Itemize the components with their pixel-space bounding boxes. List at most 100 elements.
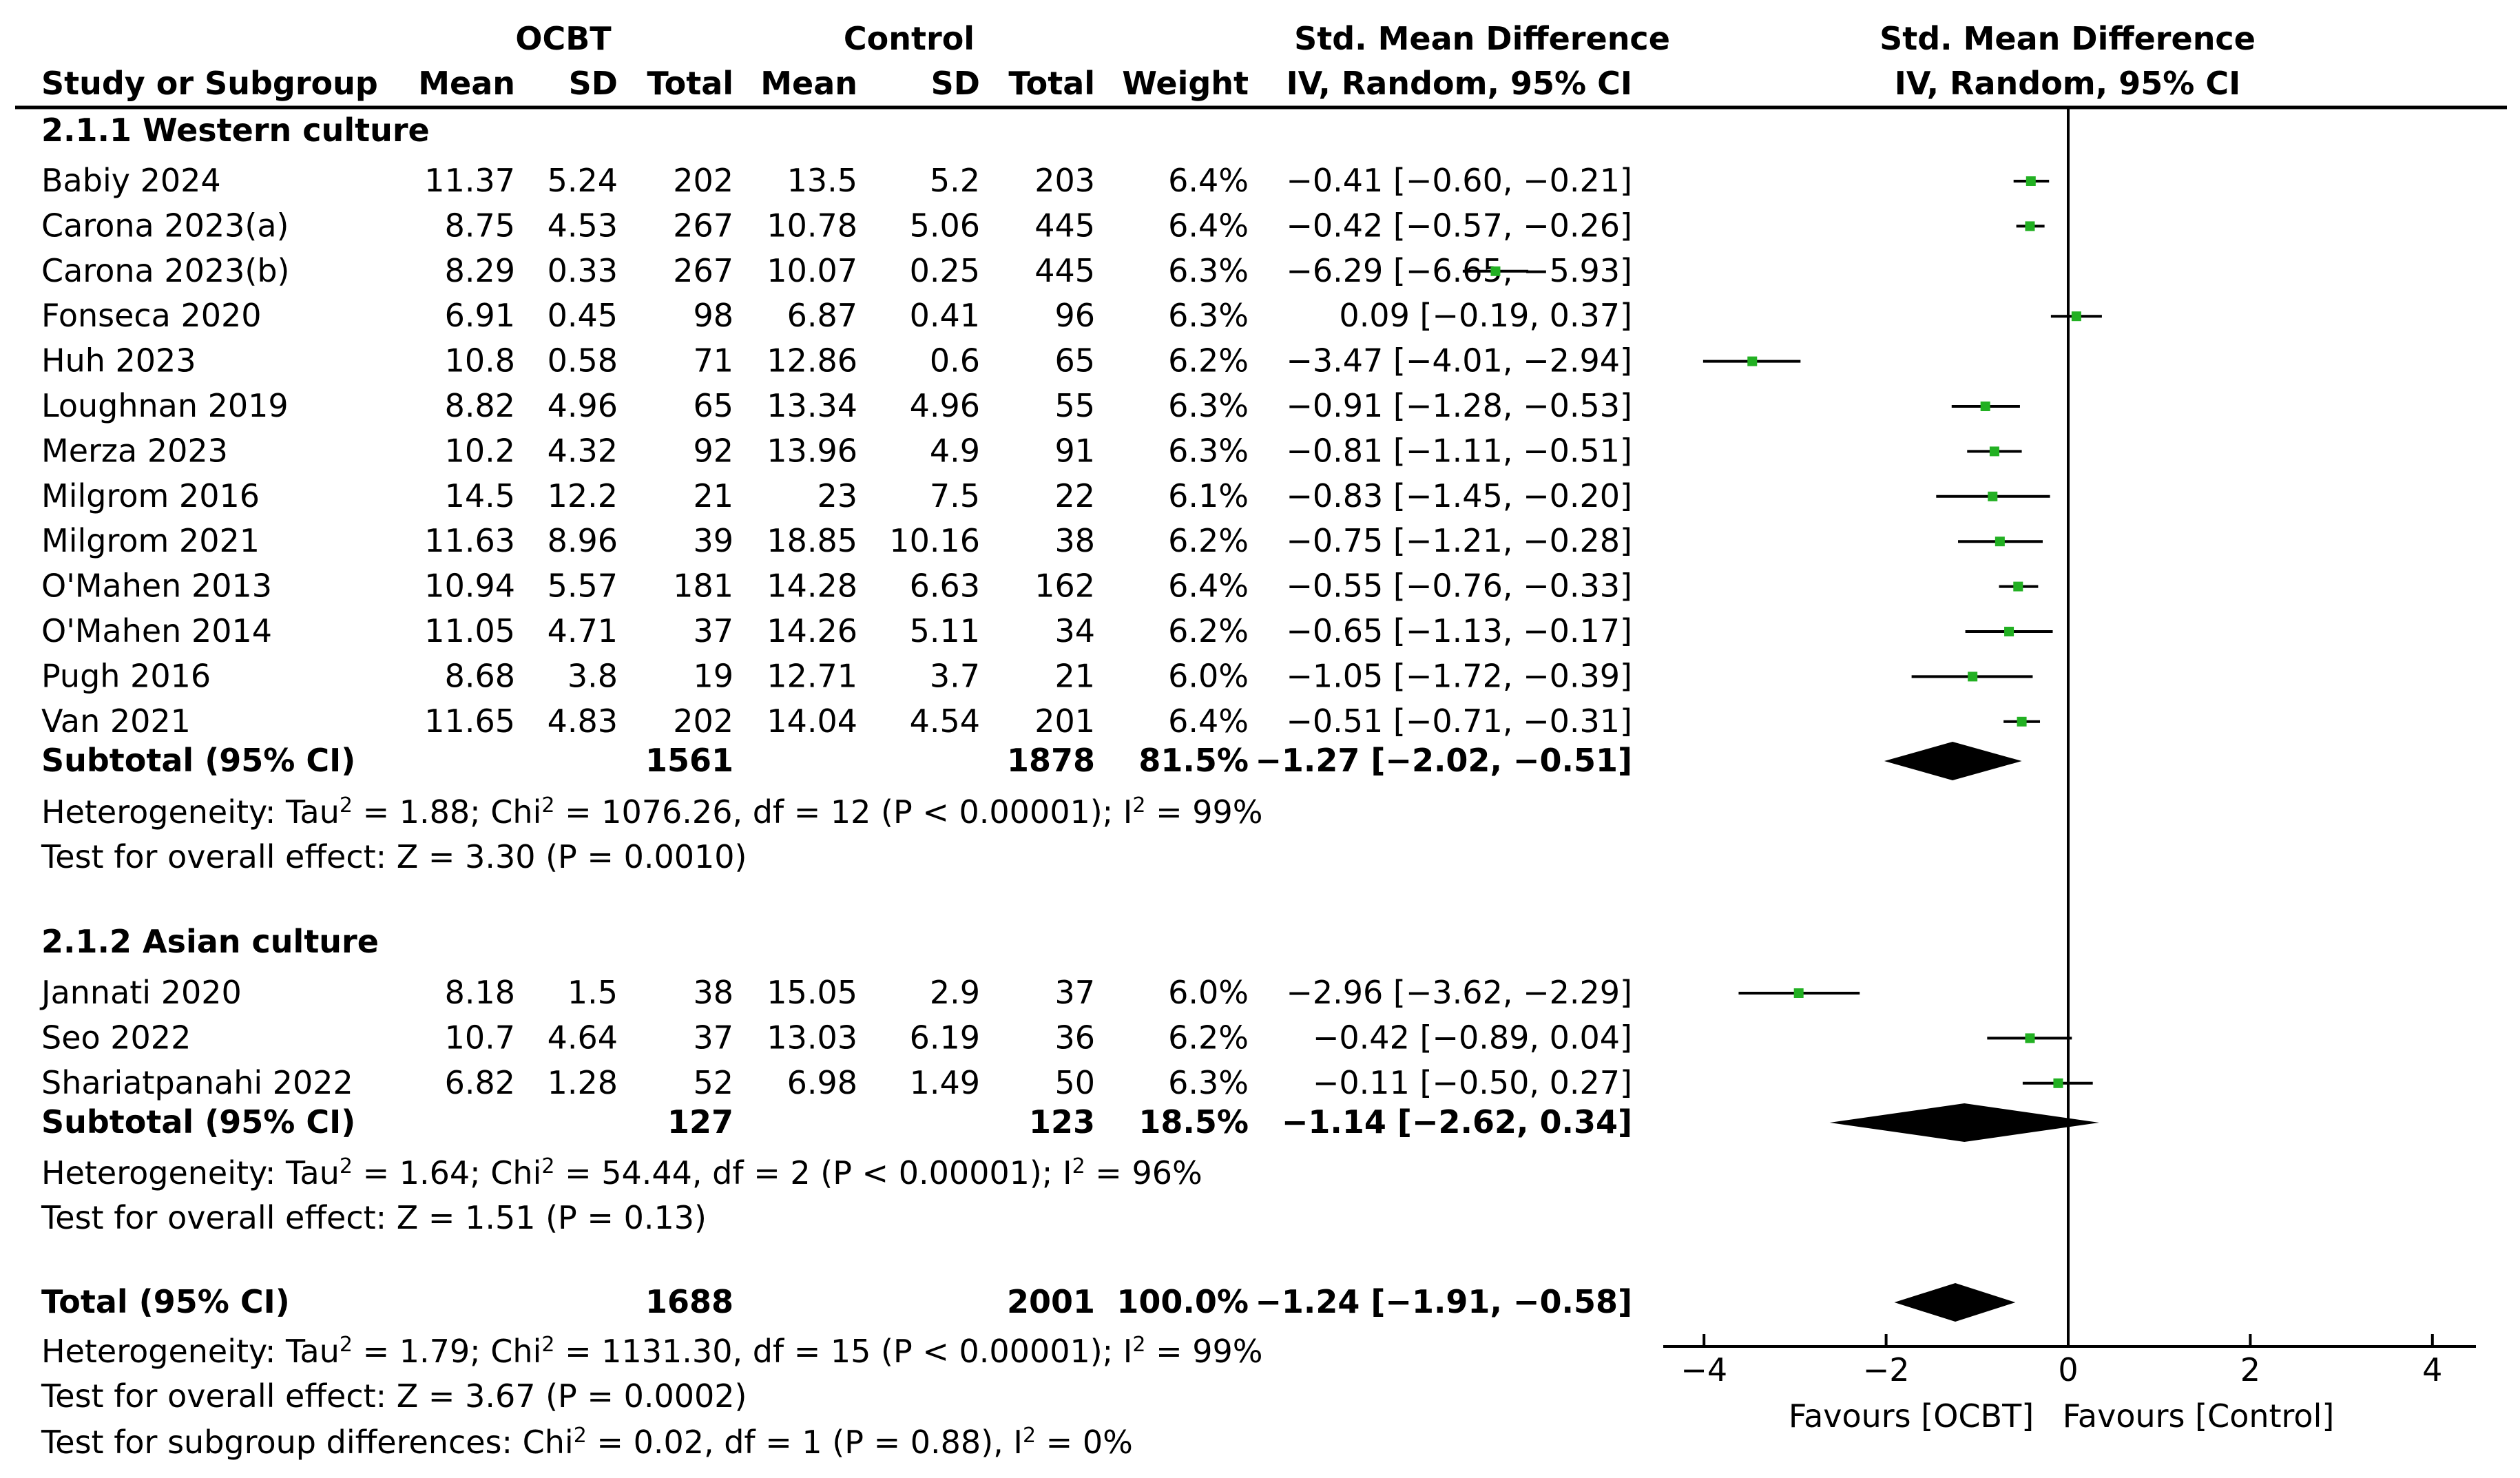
study-4-sd-control: 0.6	[930, 342, 980, 379]
subgroup-2-subtotal-weight: 18.5%	[1138, 1103, 1249, 1141]
study-7-weight: 6.1%	[1168, 477, 1249, 514]
study-6-total-ocbt: 92	[693, 432, 733, 469]
subgroup-2-subtotal-total-control: 123	[1029, 1103, 1095, 1141]
study-5-total-ocbt: 65	[693, 387, 733, 424]
study-0-ci: −0.41 [−0.60, −0.21]	[1286, 162, 1632, 199]
study-6-name: Merza 2023	[41, 432, 228, 469]
subgroup-2-heterogeneity-part: Heterogeneity: Tau	[41, 1154, 340, 1191]
subgroup-1-subtotal-label: Subtotal (95% CI)	[41, 742, 355, 779]
study-8-total-ocbt: 39	[693, 522, 733, 559]
subgroup-differences-part: = 0.02, df = 1 (P = 0.88), I	[587, 1424, 1023, 1461]
study-7-ci: −0.83 [−1.45, −0.20]	[1286, 477, 1632, 514]
study-13-mean-ocbt: 8.18	[445, 974, 515, 1011]
total-heterogeneity-part: = 1131.30, df = 15 (P < 0.00001); I	[554, 1333, 1132, 1370]
study-7-marker	[1988, 491, 1998, 501]
study-5-name: Loughnan 2019	[41, 387, 289, 424]
study-3-name: Fonseca 2020	[41, 297, 262, 334]
study-5-mean-ocbt: 8.82	[445, 387, 515, 424]
study-9-marker	[2013, 581, 2023, 592]
total-diamond	[1894, 1283, 2016, 1322]
study-9-total-ocbt: 181	[673, 568, 733, 605]
study-4-name: Huh 2023	[41, 342, 196, 379]
study-15-total-ocbt: 52	[693, 1064, 733, 1101]
study-7-sd-ocbt: 12.2	[548, 477, 618, 514]
study-9-mean-control: 14.28	[767, 568, 857, 605]
total-weight: 100.0%	[1116, 1283, 1249, 1320]
study-10-name: O'Mahen 2014	[41, 612, 272, 649]
study-6-weight: 6.3%	[1168, 432, 1249, 469]
study-15-weight: 6.3%	[1168, 1064, 1249, 1101]
study-6-mean-ocbt: 10.2	[445, 432, 515, 469]
study-1-mean-control: 10.78	[767, 207, 857, 244]
total-heterogeneity-part: 2	[1132, 1333, 1145, 1357]
study-11-mean-control: 12.71	[767, 657, 857, 694]
study-13-weight: 6.0%	[1168, 974, 1249, 1011]
study-10-sd-ocbt: 4.71	[548, 612, 618, 649]
study-15-mean-control: 6.98	[787, 1064, 857, 1101]
study-7-sd-control: 7.5	[930, 477, 980, 514]
study-15-sd-control: 1.49	[910, 1064, 980, 1101]
subgroup-1-heterogeneity-part: 2	[1132, 793, 1145, 818]
study-13-total-ocbt: 38	[693, 974, 733, 1011]
subgroup-2-subtotal-label: Subtotal (95% CI)	[41, 1103, 355, 1141]
study-6-total-control: 91	[1054, 432, 1095, 469]
x-tick-label-0: −4	[1680, 1351, 1727, 1388]
header-mean-ocbt: Mean	[418, 65, 515, 102]
study-1-total-control: 445	[1034, 207, 1095, 244]
subgroup-1-heterogeneity-part: 2	[340, 793, 353, 818]
study-0-sd-control: 5.2	[930, 162, 980, 199]
study-2-mean-control: 10.07	[767, 252, 857, 289]
study-13-ci: −2.96 [−3.62, −2.29]	[1286, 974, 1632, 1011]
total-total-control: 2001	[1007, 1283, 1095, 1320]
study-3-mean-control: 6.87	[787, 297, 857, 334]
total-total-ocbt: 1688	[645, 1283, 733, 1320]
study-12-ci: −0.51 [−0.71, −0.31]	[1286, 702, 1632, 740]
study-13-name: Jannati 2020	[39, 974, 242, 1011]
study-12-mean-ocbt: 11.65	[424, 702, 515, 740]
subgroup-1-heterogeneity-part: Heterogeneity: Tau	[41, 793, 340, 831]
favours-ocbt-label: Favours [OCBT]	[1789, 1397, 2034, 1435]
subgroup-1-overall-effect: Test for overall effect: Z = 3.30 (P = 0…	[41, 838, 747, 875]
study-1-mean-ocbt: 8.75	[445, 207, 515, 244]
total-heterogeneity-part: = 1.79; Chi	[353, 1333, 541, 1370]
study-7-mean-ocbt: 14.5	[445, 477, 515, 514]
header-ocbt: OCBT	[515, 20, 612, 57]
study-9-weight: 6.4%	[1168, 568, 1249, 605]
study-15-sd-ocbt: 1.28	[548, 1064, 618, 1101]
study-2-ci: −6.29 [−6.65, −5.93]	[1286, 252, 1632, 289]
study-8-weight: 6.2%	[1168, 522, 1249, 559]
study-12-total-control: 201	[1034, 702, 1095, 740]
study-7-mean-control: 23	[817, 477, 857, 514]
study-12-name: Van 2021	[41, 702, 191, 740]
study-6-sd-control: 4.9	[930, 432, 980, 469]
study-15-marker	[2053, 1078, 2063, 1088]
study-10-sd-control: 5.11	[910, 612, 980, 649]
study-9-total-control: 162	[1034, 568, 1095, 605]
study-5-mean-control: 13.34	[767, 387, 857, 424]
subgroup-2-subtotal-total-ocbt: 127	[667, 1103, 733, 1141]
study-2-total-control: 445	[1034, 252, 1095, 289]
study-14-ci: −0.42 [−0.89, 0.04]	[1313, 1019, 1632, 1056]
study-3-mean-ocbt: 6.91	[445, 297, 515, 334]
study-10-weight: 6.2%	[1168, 612, 1249, 649]
study-1-total-ocbt: 267	[673, 207, 733, 244]
subgroup-2-title: 2.1.2 Asian culture	[41, 923, 379, 960]
total-heterogeneity: Heterogeneity: Tau2 = 1.79; Chi2 = 1131.…	[41, 1333, 1263, 1370]
study-8-mean-control: 18.85	[767, 522, 857, 559]
study-5-ci: −0.91 [−1.28, −0.53]	[1286, 387, 1632, 424]
header-total-control: Total	[1008, 65, 1095, 102]
subgroup-differences: Test for subgroup differences: Chi2 = 0.…	[41, 1424, 1133, 1461]
study-10-mean-ocbt: 11.05	[424, 612, 515, 649]
study-3-weight: 6.3%	[1168, 297, 1249, 334]
study-11-name: Pugh 2016	[41, 657, 211, 694]
study-6-sd-ocbt: 4.32	[548, 432, 618, 469]
study-4-ci: −3.47 [−4.01, −2.94]	[1286, 342, 1632, 379]
study-15-mean-ocbt: 6.82	[445, 1064, 515, 1101]
study-10-marker	[2004, 627, 2014, 636]
study-13-sd-ocbt: 1.5	[567, 974, 618, 1011]
study-14-total-ocbt: 37	[693, 1019, 733, 1056]
study-6-marker	[1989, 446, 1999, 457]
study-11-weight: 6.0%	[1168, 657, 1249, 694]
study-4-marker	[1747, 356, 1758, 366]
study-3-sd-control: 0.41	[910, 297, 980, 334]
